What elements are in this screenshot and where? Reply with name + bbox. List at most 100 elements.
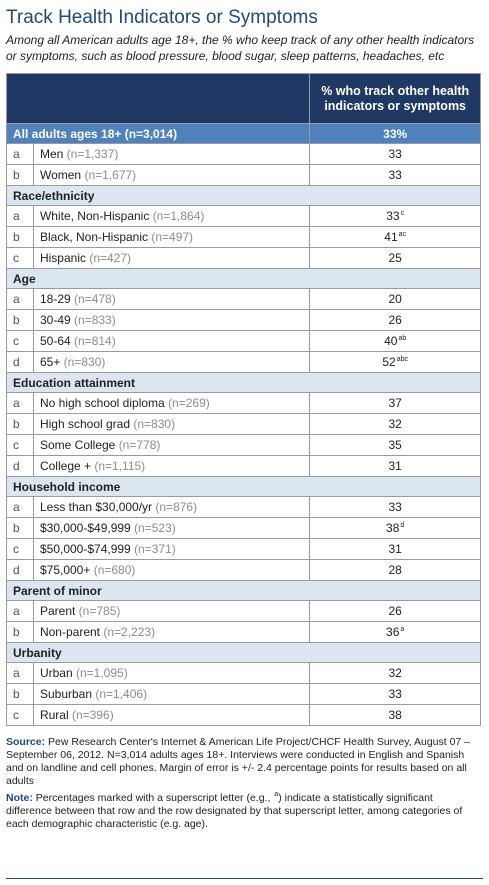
row-sample-size: (n=1,677): [84, 168, 137, 182]
row-label-cell: 30-49 (n=833): [32, 309, 311, 331]
row-letter: a: [6, 288, 34, 310]
row-value: 28: [388, 563, 402, 577]
row-label: 65+: [39, 355, 61, 369]
bottom-rule: [6, 878, 483, 879]
row-label-cell: Men (n=1,337): [32, 143, 311, 165]
row-letter: c: [6, 538, 34, 560]
row-letter: a: [6, 392, 34, 414]
section-label: Urbanity: [6, 642, 481, 663]
row-letter: a: [6, 662, 34, 684]
section-row: Education attainment: [6, 372, 481, 393]
significance-superscript: abc: [396, 356, 408, 363]
table-row: a Urban (n=1,095) 32: [6, 662, 481, 684]
section-label: Age: [6, 268, 481, 289]
row-value: 31: [388, 542, 402, 556]
row-label-cell: Suburban (n=1,406): [32, 683, 311, 705]
row-sample-size: (n=814): [74, 334, 116, 348]
table-row: b Black, Non-Hispanic (n=497) 41ac: [6, 226, 481, 248]
table-row: a Parent (n=785) 26: [6, 600, 481, 622]
row-letter: b: [6, 413, 34, 435]
table-row: c Rural (n=396) 38: [6, 704, 481, 726]
row-sample-size: (n=478): [74, 292, 116, 306]
section-row: Parent of minor: [6, 580, 481, 601]
significance-superscript: ab: [398, 335, 407, 342]
section-label: Household income: [6, 476, 481, 497]
row-value-cell: 28: [309, 559, 481, 581]
row-label: Hispanic: [39, 251, 86, 265]
row-value: 26: [388, 313, 402, 327]
row-sample-size: (n=830): [63, 355, 106, 369]
row-value-cell: 38: [309, 704, 481, 726]
section-label: Race/ethnicity: [6, 185, 481, 206]
note-example-sup: a: [274, 791, 279, 798]
row-label-cell: Parent (n=785): [32, 600, 311, 622]
row-sample-size: (n=1,095): [76, 666, 128, 680]
table-row: a Men (n=1,337) 33: [6, 143, 481, 165]
row-value-cell: 35: [309, 434, 481, 456]
row-value-cell: 25: [309, 247, 481, 269]
row-letter: b: [6, 621, 34, 643]
table-row: b $30,000-$49,999 (n=523) 38d: [6, 517, 481, 539]
row-label: Rural: [39, 708, 69, 722]
row-letter: d: [6, 351, 34, 373]
row-sample-size: (n=523): [134, 521, 176, 535]
row-value: 31: [388, 459, 402, 473]
table-row: d College + (n=1,115) 31: [6, 455, 481, 477]
row-letter: b: [6, 517, 34, 539]
row-value: 25: [388, 251, 402, 265]
row-value: 35: [388, 438, 402, 452]
row-label: Men: [39, 147, 64, 161]
row-label-cell: Women (n=1,677): [32, 164, 311, 186]
total-label: All adults ages 18+ (n=3,014): [5, 123, 311, 144]
total-row: All adults ages 18+ (n=3,014) 33%: [5, 123, 481, 144]
row-value: 32: [388, 666, 402, 680]
significance-note: Note: Percentages marked with a superscr…: [6, 791, 481, 831]
row-sample-size: (n=1,337): [66, 147, 119, 161]
footnotes: Source: Pew Research Center's Internet &…: [6, 736, 481, 831]
row-sample-size: (n=785): [78, 604, 121, 618]
row-letter: a: [6, 496, 34, 518]
row-value: 33: [388, 500, 402, 514]
row-letter: a: [6, 600, 34, 622]
row-value-cell: 20: [309, 288, 481, 310]
row-sample-size: (n=427): [89, 251, 132, 265]
row-label: Women: [39, 168, 82, 182]
row-sample-size: (n=371): [134, 542, 176, 556]
table-row: c Some College (n=778) 35: [6, 434, 481, 456]
row-letter: d: [6, 559, 34, 581]
row-letter: b: [6, 683, 34, 705]
row-value-cell: 32: [309, 662, 481, 684]
table-row: a White, Non-Hispanic (n=1,864) 33c: [6, 205, 481, 227]
row-label: Parent: [39, 604, 76, 618]
table-row: a 18-29 (n=478) 20: [6, 288, 481, 310]
row-label: Some College: [39, 438, 116, 452]
row-letter: c: [6, 434, 34, 456]
row-value: 37: [388, 396, 402, 410]
row-value: 33: [388, 168, 402, 182]
header-blank-cell: [5, 73, 311, 124]
table-row: b Suburban (n=1,406) 33: [6, 683, 481, 705]
row-value: 40: [384, 334, 398, 348]
row-value-cell: 52abc: [309, 351, 481, 373]
row-letter: b: [6, 226, 34, 248]
row-value-cell: 33: [309, 143, 481, 165]
total-value: 33%: [309, 123, 481, 144]
row-sample-size: (n=876): [155, 500, 198, 514]
table-row: b High school grad (n=830) 32: [6, 413, 481, 435]
row-letter: a: [6, 143, 34, 165]
table-body: % who track other health indicators or s…: [5, 73, 481, 726]
table-row: b Women (n=1,677) 33: [6, 164, 481, 186]
row-label: $30,000-$49,999: [39, 521, 131, 535]
section-label: Education attainment: [6, 372, 481, 393]
table-row: a No high school diploma (n=269) 37: [6, 392, 481, 414]
source-note: Source: Pew Research Center's Internet &…: [6, 736, 481, 788]
row-label-cell: High school grad (n=830): [32, 413, 311, 435]
table-row: b Non-parent (n=2,223) 36a: [6, 621, 481, 643]
row-sample-size: (n=497): [151, 230, 194, 244]
row-value-cell: 26: [309, 309, 481, 331]
row-letter: c: [6, 247, 34, 269]
table-row: c 50-64 (n=814) 40ab: [6, 330, 481, 352]
row-label: Non-parent: [39, 625, 101, 639]
row-value: 33: [388, 147, 402, 161]
